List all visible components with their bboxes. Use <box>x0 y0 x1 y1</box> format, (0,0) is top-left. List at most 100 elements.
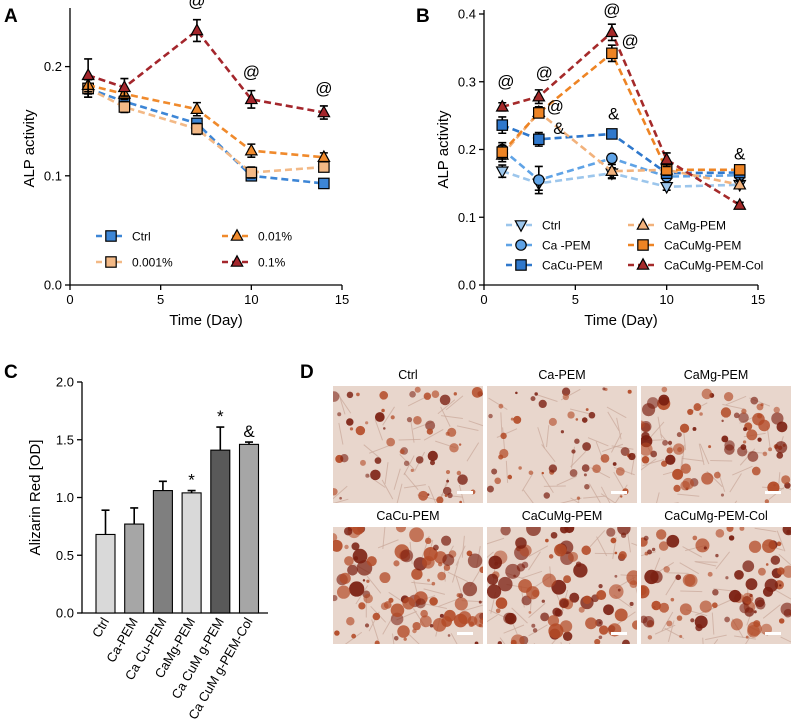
cell-fiber <box>679 562 699 575</box>
error-bar <box>187 489 196 493</box>
mineral-nodule <box>471 386 483 398</box>
error-bar <box>130 507 139 525</box>
cell-fiber <box>680 590 703 593</box>
cell-fiber <box>406 632 420 644</box>
mineral-nodule <box>650 450 658 458</box>
cell-fiber <box>366 575 382 594</box>
cell-fiber <box>445 395 464 411</box>
mineral-nodule <box>444 494 448 497</box>
significance-annotation: @ <box>188 0 205 11</box>
mineral-nodule <box>767 481 780 494</box>
cell-fiber <box>369 444 390 454</box>
mineral-nodule <box>723 391 734 402</box>
x-tick-label: 5 <box>157 292 164 307</box>
mineral-nodule <box>427 578 431 582</box>
mineral-nodule <box>333 539 343 552</box>
cell-fiber <box>780 636 791 643</box>
cell-fiber <box>587 437 609 447</box>
series-0-1- <box>81 18 331 120</box>
series-line <box>501 110 740 187</box>
cell-fiber <box>600 493 617 503</box>
cell-fiber <box>496 428 518 438</box>
series-cacu-pem <box>496 116 746 180</box>
mineral-nodule <box>419 615 432 628</box>
mineral-nodule <box>770 555 781 565</box>
mineral-nodule <box>454 597 468 611</box>
mineral-nodule <box>443 609 456 622</box>
mineral-nodule <box>415 456 424 464</box>
error-bar <box>245 441 253 445</box>
mineral-nodule <box>738 412 749 423</box>
mineral-nodule <box>620 447 630 456</box>
data-point <box>605 24 619 38</box>
legend-label: 0.001% <box>132 256 173 270</box>
y-axis-title: ALP activity <box>21 109 38 188</box>
data-point <box>245 166 258 179</box>
cell-fiber <box>333 498 349 503</box>
x-axis-title: Time (Day) <box>169 312 243 329</box>
mineral-nodule <box>739 603 750 614</box>
cell-fiber <box>778 553 791 566</box>
mineral-nodule <box>608 584 624 599</box>
mineral-nodule <box>374 412 385 422</box>
mineral-nodule <box>478 623 482 628</box>
cell-fiber <box>607 411 620 432</box>
mineral-nodule <box>443 486 452 496</box>
mineral-nodule <box>426 428 433 435</box>
mineral-nodule <box>751 466 761 476</box>
mineral-nodule <box>629 601 634 606</box>
legend-entry: 0.1% <box>222 254 286 270</box>
mineral-nodule <box>333 391 340 402</box>
mineral-nodule <box>758 567 766 576</box>
mineral-nodule <box>575 561 582 568</box>
cell-fiber <box>673 502 679 503</box>
cell-fiber <box>528 602 546 619</box>
x-tick-label: 0 <box>66 292 73 307</box>
mineral-nodule <box>436 496 444 503</box>
mineral-nodule <box>748 540 762 553</box>
mineral-nodule <box>651 547 656 552</box>
cell-fiber <box>546 425 550 448</box>
mineral-nodule <box>745 635 749 639</box>
mineral-nodule <box>585 617 597 630</box>
x-tick-label: 10 <box>659 292 673 307</box>
mineral-nodule <box>458 443 462 446</box>
mineral-nodule <box>530 396 536 402</box>
legend-entry: 0.001% <box>96 256 173 270</box>
bar <box>210 449 231 614</box>
legend-marker <box>636 217 650 230</box>
mineral-nodule <box>647 549 652 555</box>
mineral-nodule <box>776 541 782 547</box>
cell-fiber <box>371 619 379 641</box>
legend-marker <box>105 256 117 268</box>
legend-label: Ctrl <box>132 230 151 244</box>
mineral-nodule <box>641 456 650 464</box>
mineral-nodule <box>665 454 676 465</box>
data-point <box>495 99 509 112</box>
cell-fiber <box>729 473 742 493</box>
mineral-nodule <box>600 453 610 463</box>
data-point <box>659 181 674 195</box>
legend-entry: Ctrl <box>96 230 151 244</box>
y-axis-title: Alizarin Red [OD] <box>27 440 44 556</box>
mineral-nodule <box>720 407 732 418</box>
mineral-nodule <box>351 633 357 639</box>
mineral-nodule <box>349 581 365 597</box>
mineral-nodule <box>721 419 724 423</box>
mineral-nodule <box>560 430 565 434</box>
data-point <box>532 107 545 119</box>
mineral-nodule <box>487 485 494 493</box>
micrograph: CaCuMg-PEM-Col <box>641 509 791 644</box>
mineral-nodule <box>456 470 462 476</box>
mineral-nodule <box>585 408 589 411</box>
mineral-nodule <box>528 470 534 475</box>
mineral-nodule <box>518 579 533 593</box>
mineral-nodule <box>571 449 576 454</box>
panel-letter-a: A <box>4 6 18 27</box>
legend-marker <box>230 228 244 241</box>
mineral-nodule <box>466 550 473 557</box>
mineral-nodule <box>515 391 518 395</box>
mineral-nodule <box>498 576 513 592</box>
mineral-nodule <box>569 469 578 477</box>
mineral-nodule <box>445 469 451 475</box>
